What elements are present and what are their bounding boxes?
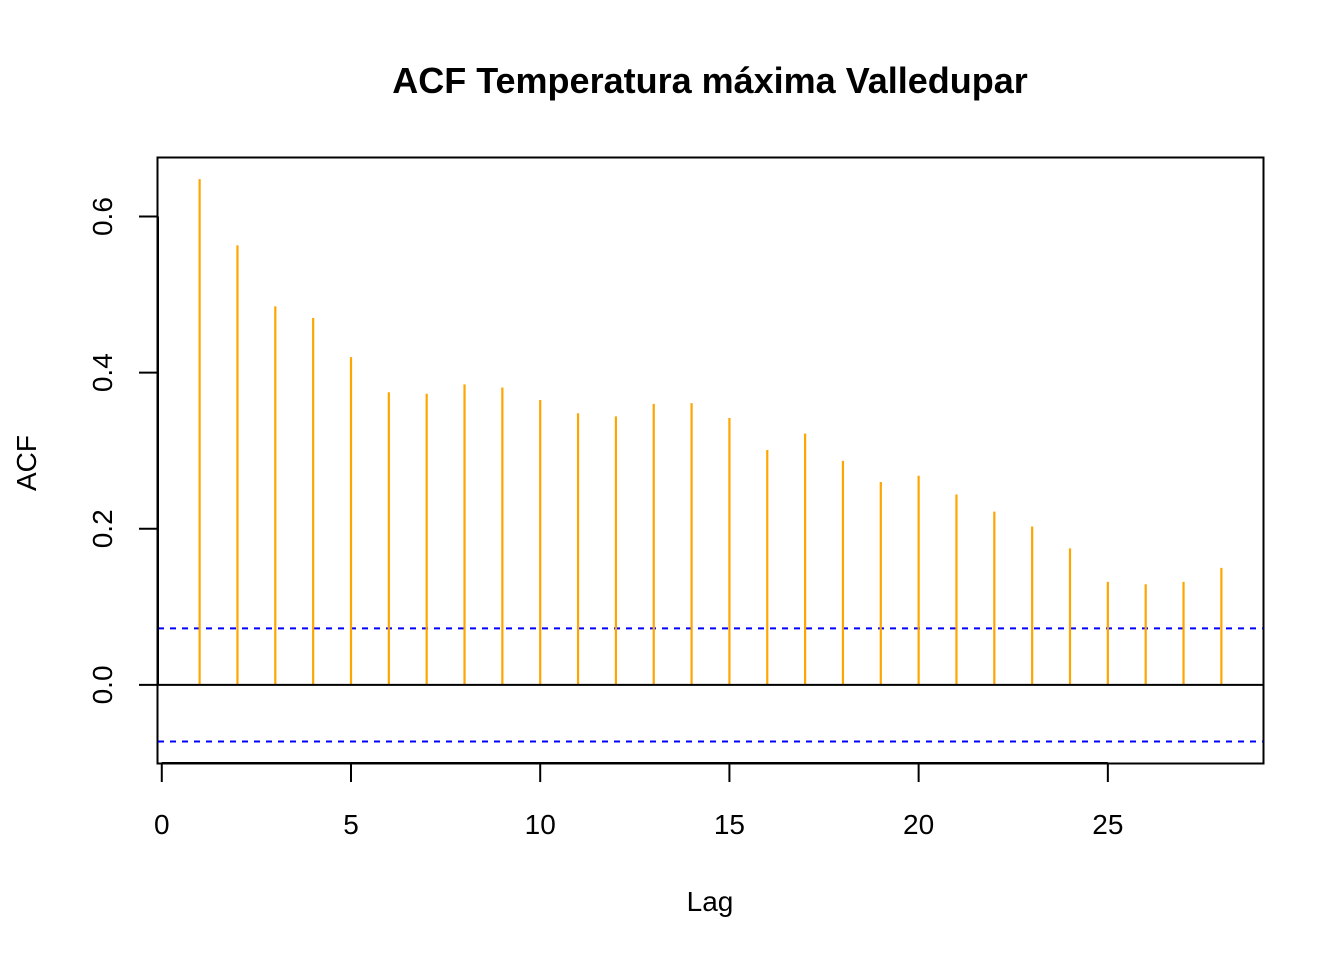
x-tick-label: 20 xyxy=(903,809,934,840)
x-tick-label: 0 xyxy=(154,809,170,840)
y-tick-label: 0.6 xyxy=(87,197,118,236)
y-axis-label: ACF xyxy=(11,435,42,491)
x-axis-label: Lag xyxy=(687,886,734,917)
confidence-layer xyxy=(158,627,1263,743)
y-tick-label: 0.0 xyxy=(87,665,118,704)
y-axis: 0.0 0.2 0.4 0.6 xyxy=(87,197,159,704)
x-tick-label: 5 xyxy=(343,809,359,840)
y-tick-label: 0.4 xyxy=(87,353,118,392)
x-tick-label: 25 xyxy=(1092,809,1123,840)
x-tick-label: 15 xyxy=(714,809,745,840)
plot-frame xyxy=(156,156,1265,765)
x-axis: 0 5 10 15 20 25 xyxy=(154,762,1123,840)
chart-title: ACF Temperatura máxima Valledupar xyxy=(392,60,1028,101)
y-tick-label: 0.2 xyxy=(87,509,118,548)
x-tick-label: 10 xyxy=(525,809,556,840)
spike-layer xyxy=(198,179,1223,685)
